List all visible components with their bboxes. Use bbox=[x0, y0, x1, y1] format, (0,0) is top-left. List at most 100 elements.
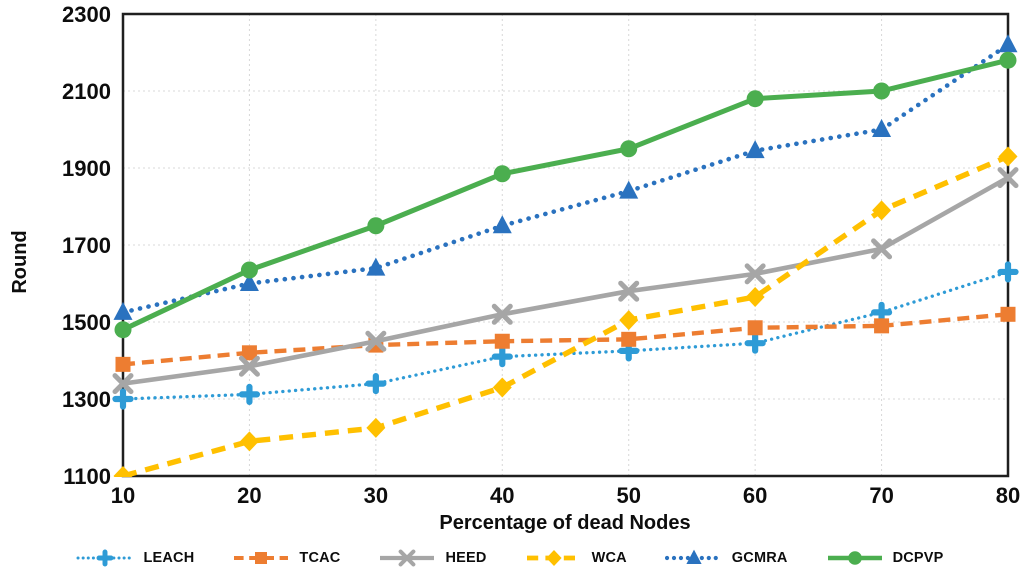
x-tick-label: 10 bbox=[111, 483, 135, 508]
legend-label-dcpvp: DCPVP bbox=[892, 550, 944, 566]
square-marker-icon bbox=[621, 331, 637, 347]
plus-marker-icon bbox=[870, 301, 893, 323]
diamond-marker-icon bbox=[745, 286, 765, 307]
diamond-marker-icon bbox=[113, 466, 133, 477]
series-line-leach bbox=[121, 270, 1010, 401]
diamond-marker-icon bbox=[545, 550, 562, 566]
line-chart: 1100 1300 1500 1700 1900 2100 2300 10 20 30 40 50 6… bbox=[9, 2, 1020, 534]
square-marker-icon bbox=[494, 333, 510, 349]
plus-marker-icon bbox=[238, 383, 261, 405]
legend-sample-dcpvp bbox=[827, 551, 882, 565]
diamond-marker-icon bbox=[239, 431, 259, 452]
x-axis-title: Percentage of dead Nodes bbox=[439, 512, 690, 534]
plus-marker-icon bbox=[96, 549, 114, 567]
triangle-marker-icon bbox=[113, 301, 133, 320]
x-marker-icon bbox=[238, 355, 260, 377]
triangle-marker-icon bbox=[872, 119, 892, 137]
x-marker-icon bbox=[365, 330, 387, 352]
x-marker-icon bbox=[871, 238, 893, 260]
x-tick-label: 30 bbox=[364, 483, 388, 508]
diamond-marker-icon bbox=[872, 200, 892, 221]
triangle-marker-icon bbox=[745, 140, 765, 159]
x-axis-tick-labels: 10 20 30 40 50 60 70 80 bbox=[111, 483, 1020, 508]
x-tick-label: 80 bbox=[996, 483, 1020, 508]
legend-sample-tcac bbox=[234, 552, 289, 564]
legend-sample-wca bbox=[526, 550, 581, 566]
series-gcmra bbox=[113, 34, 1018, 320]
circle-marker-icon bbox=[114, 321, 132, 339]
legend-item-dcpvp: DCPVP bbox=[826, 548, 944, 568]
legend-item-gcmra: GCMRA bbox=[664, 548, 788, 568]
legend-item-wca: WCA bbox=[525, 548, 627, 568]
x-marker-icon bbox=[618, 280, 640, 302]
plus-marker-icon bbox=[491, 346, 513, 368]
square-marker-icon bbox=[874, 318, 890, 334]
series-leach bbox=[112, 261, 1019, 410]
plus-marker-icon bbox=[112, 388, 134, 410]
series-line-tcac bbox=[122, 312, 1009, 367]
legend-label-heed: HEED bbox=[445, 550, 487, 566]
square-marker-icon bbox=[1000, 306, 1016, 322]
legend-label-gcmra: GCMRA bbox=[731, 550, 788, 566]
square-marker-icon bbox=[747, 320, 763, 336]
x-tick-label: 40 bbox=[490, 483, 514, 508]
y-tick-label: 1900 bbox=[62, 156, 111, 181]
x-tick-label: 50 bbox=[616, 483, 640, 508]
circle-marker-icon bbox=[873, 82, 891, 100]
plus-marker-icon bbox=[744, 332, 766, 354]
square-marker-icon bbox=[255, 552, 268, 564]
legend-label-tcac: TCAC bbox=[299, 550, 341, 566]
diamond-marker-icon bbox=[998, 146, 1018, 167]
x-marker-icon bbox=[744, 263, 766, 285]
series-line-wca bbox=[122, 153, 1010, 477]
x-marker-icon bbox=[112, 373, 134, 395]
square-marker-icon bbox=[115, 356, 131, 372]
legend-label-leach: LEACH bbox=[143, 550, 195, 566]
series-tcac bbox=[115, 306, 1016, 372]
x-tick-label: 20 bbox=[237, 483, 261, 508]
series-line-heed bbox=[122, 175, 1010, 386]
circle-marker-icon bbox=[493, 165, 511, 183]
y-axis-title: Round bbox=[9, 230, 31, 293]
y-tick-label: 1100 bbox=[63, 464, 111, 489]
plot-border bbox=[121, 12, 1010, 478]
plus-marker-icon bbox=[997, 261, 1019, 283]
circle-marker-icon bbox=[746, 90, 764, 108]
series-layer bbox=[112, 34, 1019, 477]
diamond-marker-icon bbox=[366, 417, 386, 438]
series-wca bbox=[113, 146, 1018, 477]
series-dcpvp bbox=[114, 51, 1017, 339]
legend-sample-leach bbox=[76, 549, 134, 567]
x-tick-label: 60 bbox=[743, 483, 767, 508]
y-tick-label: 1700 bbox=[62, 233, 111, 258]
circle-marker-icon bbox=[847, 551, 862, 565]
triangle-marker-icon bbox=[686, 549, 702, 564]
circle-marker-icon bbox=[999, 51, 1017, 69]
x-tick-label: 70 bbox=[869, 483, 893, 508]
series-heed bbox=[112, 167, 1019, 395]
legend-label-wca: WCA bbox=[591, 550, 627, 566]
y-tick-label: 2100 bbox=[62, 79, 111, 104]
circle-marker-icon bbox=[620, 140, 638, 158]
triangle-marker-icon bbox=[492, 215, 512, 234]
y-tick-label: 2300 bbox=[62, 2, 111, 27]
diamond-marker-icon bbox=[619, 310, 639, 331]
x-marker-icon bbox=[491, 303, 513, 325]
triangle-marker-icon bbox=[619, 180, 639, 199]
legend-sample-heed bbox=[380, 549, 435, 567]
diamond-marker-icon bbox=[492, 377, 512, 398]
triangle-marker-icon bbox=[366, 257, 386, 276]
legend-sample-gcmra bbox=[664, 549, 723, 564]
circle-marker-icon bbox=[240, 261, 258, 279]
legend-item-tcac: TCAC bbox=[232, 548, 340, 568]
chart-legend: LEACH TCAC HEED WCA GCMRA DCPVP bbox=[0, 540, 1024, 571]
x-marker-icon bbox=[997, 167, 1019, 189]
y-tick-label: 1500 bbox=[62, 310, 111, 335]
legend-item-heed: HEED bbox=[378, 548, 486, 568]
plus-marker-icon bbox=[365, 373, 387, 395]
circle-marker-icon bbox=[367, 217, 385, 235]
triangle-marker-icon bbox=[998, 34, 1018, 53]
legend-item-leach: LEACH bbox=[76, 548, 194, 568]
square-marker-icon bbox=[241, 345, 257, 361]
